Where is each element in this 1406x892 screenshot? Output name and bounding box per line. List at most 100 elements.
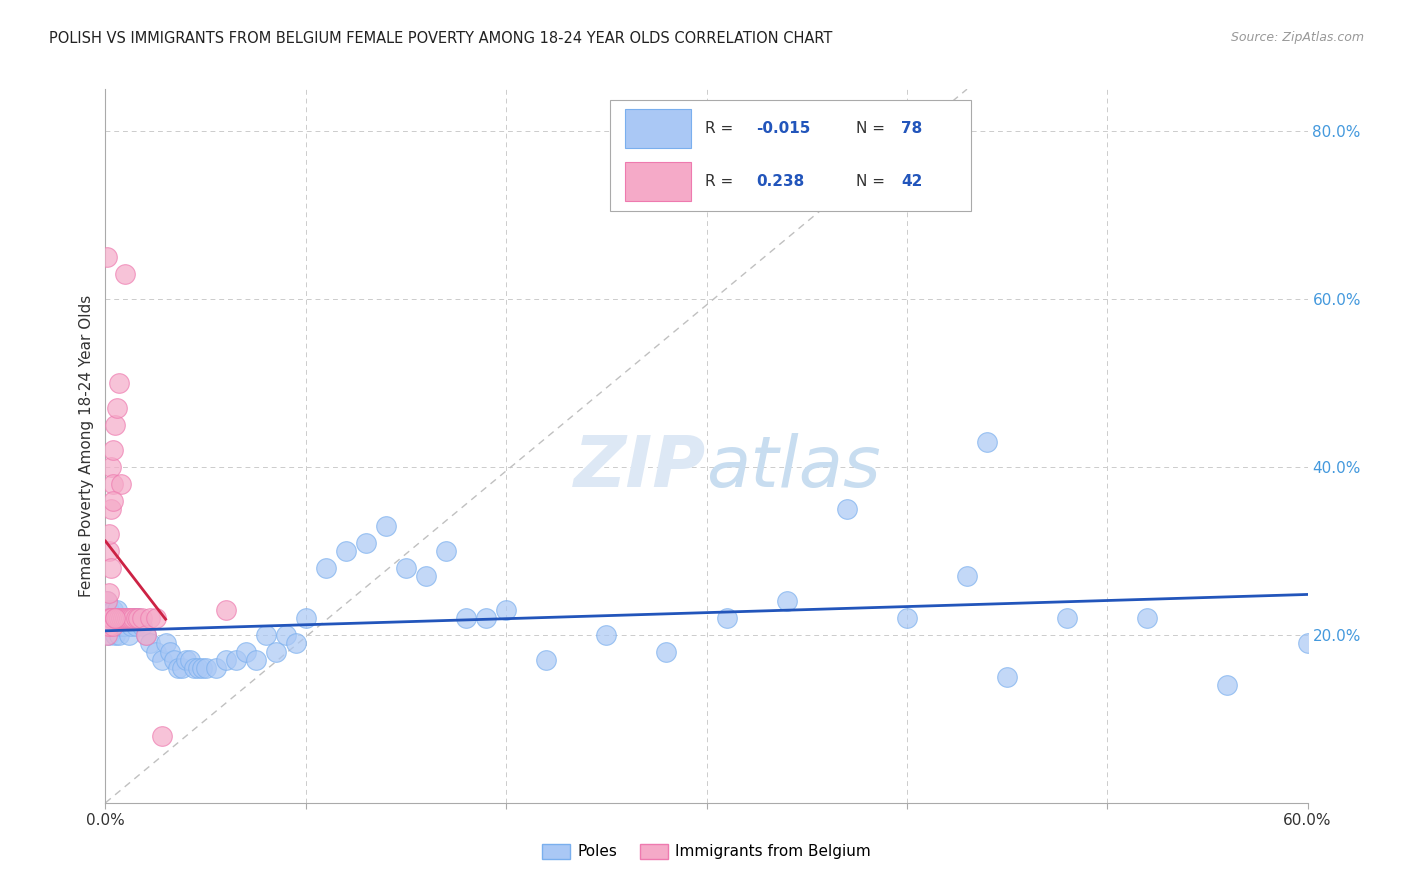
- Point: [108, 628, 131, 642]
- Point: [104, 611, 127, 625]
- Point: [264, 645, 287, 659]
- FancyBboxPatch shape: [624, 110, 690, 148]
- Point: [96, 594, 118, 608]
- Point: [118, 611, 141, 625]
- Text: POLISH VS IMMIGRANTS FROM BELGIUM FEMALE POVERTY AMONG 18-24 YEAR OLDS CORRELATI: POLISH VS IMMIGRANTS FROM BELGIUM FEMALE…: [49, 31, 832, 46]
- Point: [174, 653, 197, 667]
- Point: [159, 645, 181, 659]
- Point: [104, 611, 127, 625]
- Point: [415, 569, 437, 583]
- FancyBboxPatch shape: [610, 100, 972, 211]
- Point: [110, 619, 132, 633]
- Point: [114, 611, 136, 625]
- Point: [96, 628, 118, 642]
- Point: [1136, 611, 1159, 625]
- Point: [284, 636, 307, 650]
- Point: [100, 611, 122, 625]
- Point: [114, 267, 136, 281]
- Point: [138, 611, 160, 625]
- Y-axis label: Female Poverty Among 18-24 Year Olds: Female Poverty Among 18-24 Year Olds: [79, 295, 94, 597]
- Point: [104, 417, 127, 432]
- Point: [112, 619, 135, 633]
- Point: [98, 527, 121, 541]
- Text: N =: N =: [856, 121, 890, 136]
- Point: [124, 611, 146, 625]
- Text: 78: 78: [901, 121, 922, 136]
- Point: [122, 611, 145, 625]
- Text: atlas: atlas: [707, 433, 882, 502]
- Point: [103, 611, 125, 625]
- Point: [534, 653, 557, 667]
- Point: [315, 560, 337, 574]
- Point: [108, 611, 131, 625]
- Point: [956, 569, 979, 583]
- Point: [98, 611, 121, 625]
- Point: [103, 619, 125, 633]
- Text: 42: 42: [901, 174, 922, 189]
- Point: [187, 661, 209, 675]
- Point: [145, 611, 167, 625]
- Point: [100, 460, 122, 475]
- Point: [138, 636, 160, 650]
- Point: [166, 661, 188, 675]
- Point: [655, 645, 678, 659]
- Point: [100, 619, 122, 633]
- Point: [98, 603, 121, 617]
- Point: [145, 645, 167, 659]
- Point: [595, 628, 617, 642]
- Point: [995, 670, 1018, 684]
- Point: [122, 611, 145, 625]
- Point: [110, 611, 132, 625]
- Point: [100, 502, 122, 516]
- Text: R =: R =: [706, 121, 738, 136]
- Point: [245, 653, 267, 667]
- Point: [107, 401, 129, 416]
- Point: [103, 476, 125, 491]
- Point: [104, 611, 127, 625]
- Point: [117, 611, 139, 625]
- Point: [121, 611, 143, 625]
- Point: [150, 653, 173, 667]
- Point: [114, 619, 136, 633]
- Point: [434, 544, 457, 558]
- Point: [1296, 636, 1319, 650]
- Text: ZIP: ZIP: [574, 433, 707, 502]
- Point: [162, 653, 184, 667]
- Point: [127, 611, 149, 625]
- Point: [110, 476, 132, 491]
- Point: [131, 619, 153, 633]
- Point: [104, 628, 127, 642]
- Text: R =: R =: [706, 174, 744, 189]
- Text: N =: N =: [856, 174, 890, 189]
- Point: [110, 611, 132, 625]
- Point: [107, 611, 129, 625]
- Point: [190, 661, 212, 675]
- Point: [214, 653, 236, 667]
- Point: [135, 628, 157, 642]
- Point: [96, 619, 118, 633]
- Point: [475, 611, 498, 625]
- Point: [495, 603, 517, 617]
- Point: [204, 661, 226, 675]
- Point: [117, 611, 139, 625]
- Point: [108, 611, 131, 625]
- Text: -0.015: -0.015: [756, 121, 810, 136]
- Point: [96, 611, 118, 625]
- Point: [100, 611, 122, 625]
- Point: [107, 603, 129, 617]
- Point: [98, 544, 121, 558]
- Point: [150, 729, 173, 743]
- Text: Source: ZipAtlas.com: Source: ZipAtlas.com: [1230, 31, 1364, 45]
- Point: [225, 653, 247, 667]
- Point: [98, 628, 121, 642]
- Point: [114, 611, 136, 625]
- Point: [103, 619, 125, 633]
- Point: [98, 586, 121, 600]
- Point: [100, 560, 122, 574]
- Point: [776, 594, 799, 608]
- Point: [170, 661, 193, 675]
- Point: [135, 628, 157, 642]
- Point: [179, 653, 201, 667]
- Point: [374, 518, 398, 533]
- Point: [127, 611, 149, 625]
